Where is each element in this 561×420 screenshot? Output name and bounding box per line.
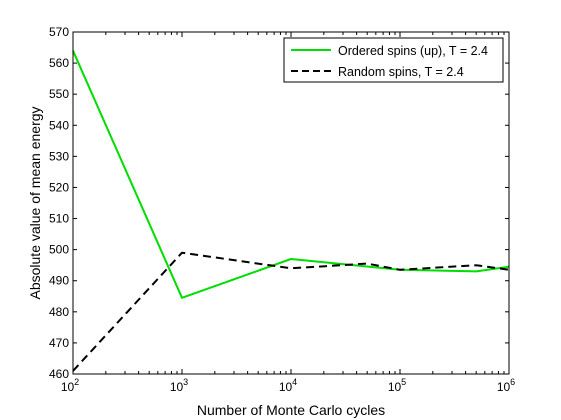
y-tick-label: 560	[49, 56, 69, 70]
y-tick-label: 530	[49, 149, 69, 163]
y-tick-label: 510	[49, 212, 69, 226]
x-axis-label: Number of Monte Carlo cycles	[197, 402, 385, 418]
y-axis-label: Absolute value of mean energy	[27, 106, 43, 299]
y-tick-label: 480	[49, 305, 69, 319]
legend: Ordered spins (up), T = 2.4 Random spins…	[283, 37, 504, 83]
x-tick-label: 103	[170, 377, 188, 394]
series-line-random	[72, 251, 510, 372]
x-tick-label: 104	[279, 377, 297, 394]
y-tick-label: 570	[49, 25, 69, 39]
y-tick-label: 500	[49, 243, 69, 257]
y-tick-label: 490	[49, 274, 69, 288]
x-tick-label: 105	[388, 377, 406, 394]
y-tick-label: 460	[49, 367, 69, 381]
x-axis-ticks: 102 103 104 105 106	[61, 32, 515, 394]
series-layer	[72, 50, 510, 372]
legend-box	[283, 37, 504, 83]
y-axis-ticks: 460 470 480 490 500 510 520 530 540 550 560 570	[49, 25, 509, 381]
y-tick-label: 550	[49, 87, 69, 101]
y-tick-label: 540	[49, 118, 69, 132]
x-tick-label: 102	[61, 377, 79, 394]
x-tick-label: 106	[497, 377, 515, 394]
plot-area	[73, 32, 509, 374]
y-tick-label: 520	[49, 180, 69, 194]
y-tick-label: 470	[49, 336, 69, 350]
legend-label-random: Random spins, T = 2.4	[338, 65, 464, 79]
legend-label-ordered: Ordered spins (up), T = 2.4	[338, 44, 488, 58]
